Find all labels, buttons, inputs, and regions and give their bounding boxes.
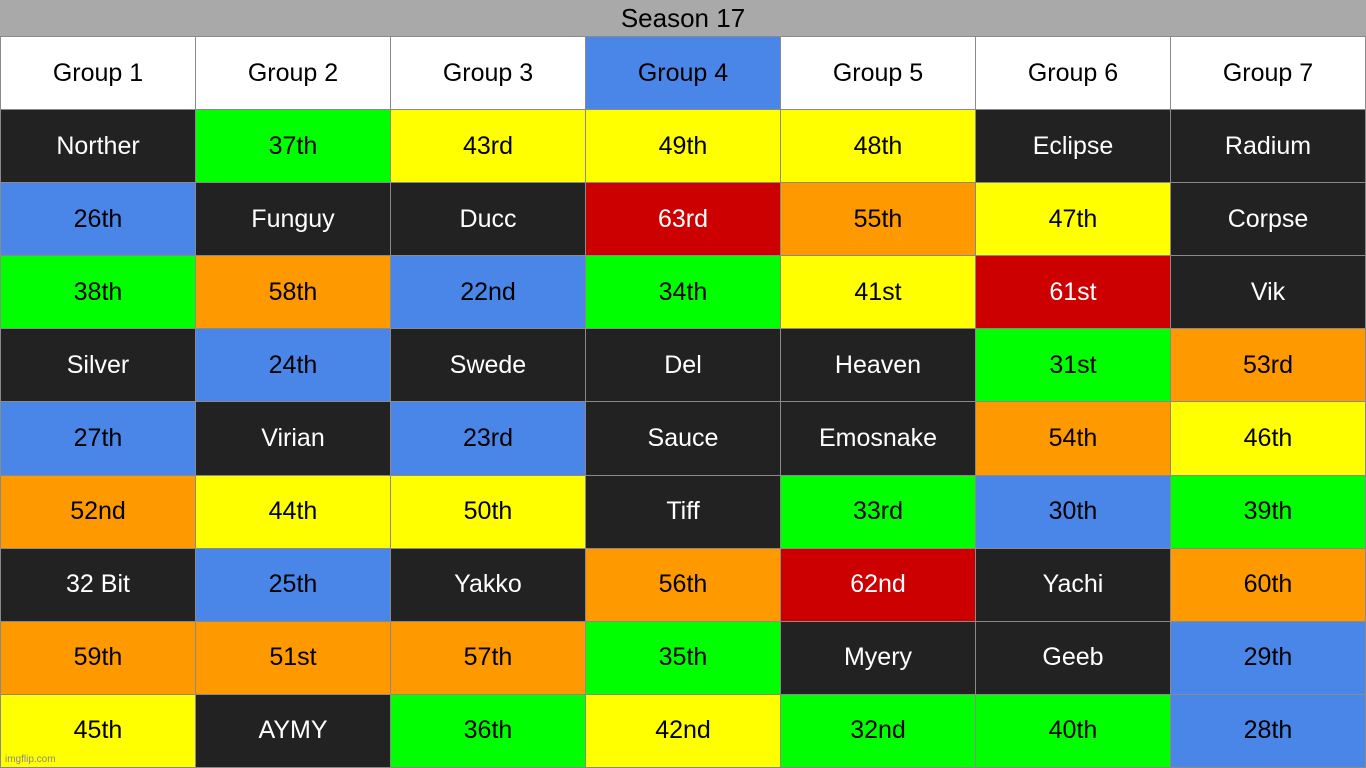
table-cell: Silver — [1, 329, 195, 402]
table-cell: 43rd — [391, 110, 585, 183]
table-cell: Swede — [391, 329, 585, 402]
table-cell: 63rd — [586, 183, 780, 256]
standings-table: Group 1 Group 2 Group 3 Group 4 Group 5 Group… — [0, 36, 1366, 768]
table-cell: 26th — [1, 183, 195, 256]
table-cell: 46th — [1171, 402, 1365, 475]
table-cell: 28th — [1171, 694, 1365, 767]
table-cell: AYMY — [196, 694, 390, 767]
table-cell: Funguy — [196, 183, 390, 256]
table-cell: Ducc — [391, 183, 585, 256]
page-title: Season 17 — [0, 0, 1366, 36]
group-header: Group 1 — [1, 37, 195, 110]
table-cell: 30th — [976, 475, 1170, 548]
table-cell: 53rd — [1171, 329, 1365, 402]
watermark: imgflip.com — [5, 754, 56, 765]
table-cell: 59th — [1, 621, 195, 694]
table-cell: 36th — [391, 694, 585, 767]
table-cell: 32 Bit — [1, 548, 195, 621]
table-cell: 50th — [391, 475, 585, 548]
group-header: Group 7 — [1171, 37, 1365, 110]
table-cell: 33rd — [781, 475, 975, 548]
table-cell: Sauce — [586, 402, 780, 475]
table-cell: 27th — [1, 402, 195, 475]
table-cell: Del — [586, 329, 780, 402]
table-cell: 34th — [586, 256, 780, 329]
table-cell: 40th — [976, 694, 1170, 767]
table-cell: Eclipse — [976, 110, 1170, 183]
group-header: Group 2 — [196, 37, 390, 110]
table-cell: 39th — [1171, 475, 1365, 548]
table-cell: Emosnake — [781, 402, 975, 475]
table-cell: 54th — [976, 402, 1170, 475]
table-cell: Vik — [1171, 256, 1365, 329]
table-cell: Myery — [781, 621, 975, 694]
table-cell: Geeb — [976, 621, 1170, 694]
group-header: Group 5 — [781, 37, 975, 110]
table-cell: 52nd — [1, 475, 195, 548]
table-cell: 55th — [781, 183, 975, 256]
group-header: Group 4 — [586, 37, 780, 110]
table-cell: 58th — [196, 256, 390, 329]
table-cell: 37th — [196, 110, 390, 183]
group-header: Group 6 — [976, 37, 1170, 110]
table-cell: 22nd — [391, 256, 585, 329]
table-cell: 45th — [1, 694, 195, 767]
table-cell: Heaven — [781, 329, 975, 402]
table-cell: Yachi — [976, 548, 1170, 621]
table-cell: 57th — [391, 621, 585, 694]
table-cell: 35th — [586, 621, 780, 694]
table-cell: Corpse — [1171, 183, 1365, 256]
table-cell: 44th — [196, 475, 390, 548]
table-cell: 51st — [196, 621, 390, 694]
table-cell: Radium — [1171, 110, 1365, 183]
table-cell: Norther — [1, 110, 195, 183]
table-cell: 48th — [781, 110, 975, 183]
table-cell: 23rd — [391, 402, 585, 475]
table-cell: Virian — [196, 402, 390, 475]
table-cell: 41st — [781, 256, 975, 329]
table-cell: 42nd — [586, 694, 780, 767]
table-cell: Tiff — [586, 475, 780, 548]
table-cell: 62nd — [781, 548, 975, 621]
table-cell: 61st — [976, 256, 1170, 329]
table-cell: 31st — [976, 329, 1170, 402]
table-cell: 60th — [1171, 548, 1365, 621]
table-cell: 56th — [586, 548, 780, 621]
table-cell: 49th — [586, 110, 780, 183]
table-cell: 24th — [196, 329, 390, 402]
table-cell: 38th — [1, 256, 195, 329]
table-cell: 47th — [976, 183, 1170, 256]
table-cell: 25th — [196, 548, 390, 621]
table-cell: Yakko — [391, 548, 585, 621]
table-cell: 29th — [1171, 621, 1365, 694]
group-header: Group 3 — [391, 37, 585, 110]
table-cell: 32nd — [781, 694, 975, 767]
